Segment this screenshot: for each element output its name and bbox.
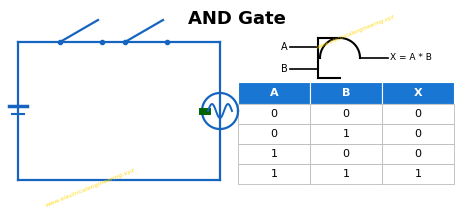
Text: www.electricalengineering.xyz: www.electricalengineering.xyz [315, 14, 395, 50]
Text: A: A [282, 42, 288, 52]
Polygon shape [310, 104, 382, 124]
Polygon shape [310, 82, 382, 104]
Polygon shape [382, 82, 454, 104]
Text: 0: 0 [343, 149, 349, 159]
Polygon shape [382, 104, 454, 124]
Text: 1: 1 [343, 169, 349, 179]
Polygon shape [310, 124, 382, 144]
Polygon shape [382, 124, 454, 144]
Polygon shape [382, 164, 454, 184]
Polygon shape [238, 144, 310, 164]
Text: 0: 0 [414, 109, 421, 119]
Text: A: A [270, 88, 278, 98]
Polygon shape [310, 164, 382, 184]
Text: 1: 1 [271, 169, 277, 179]
Polygon shape [382, 144, 454, 164]
Text: B: B [281, 64, 288, 74]
Polygon shape [238, 82, 310, 104]
Text: 0: 0 [414, 149, 421, 159]
Text: 0: 0 [271, 129, 277, 139]
Text: B: B [342, 88, 350, 98]
Text: AND Gate: AND Gate [188, 10, 286, 28]
Polygon shape [238, 104, 310, 124]
Text: 1: 1 [271, 149, 277, 159]
Polygon shape [238, 164, 310, 184]
Text: 0: 0 [271, 109, 277, 119]
Text: 0: 0 [414, 129, 421, 139]
Text: 1: 1 [414, 169, 421, 179]
Text: www.electricalengineering.xyz: www.electricalengineering.xyz [45, 168, 136, 208]
Polygon shape [310, 144, 382, 164]
Polygon shape [238, 124, 310, 144]
Text: 1: 1 [343, 129, 349, 139]
Text: X = A * B: X = A * B [390, 54, 432, 63]
Text: 0: 0 [343, 109, 349, 119]
Text: X: X [414, 88, 422, 98]
